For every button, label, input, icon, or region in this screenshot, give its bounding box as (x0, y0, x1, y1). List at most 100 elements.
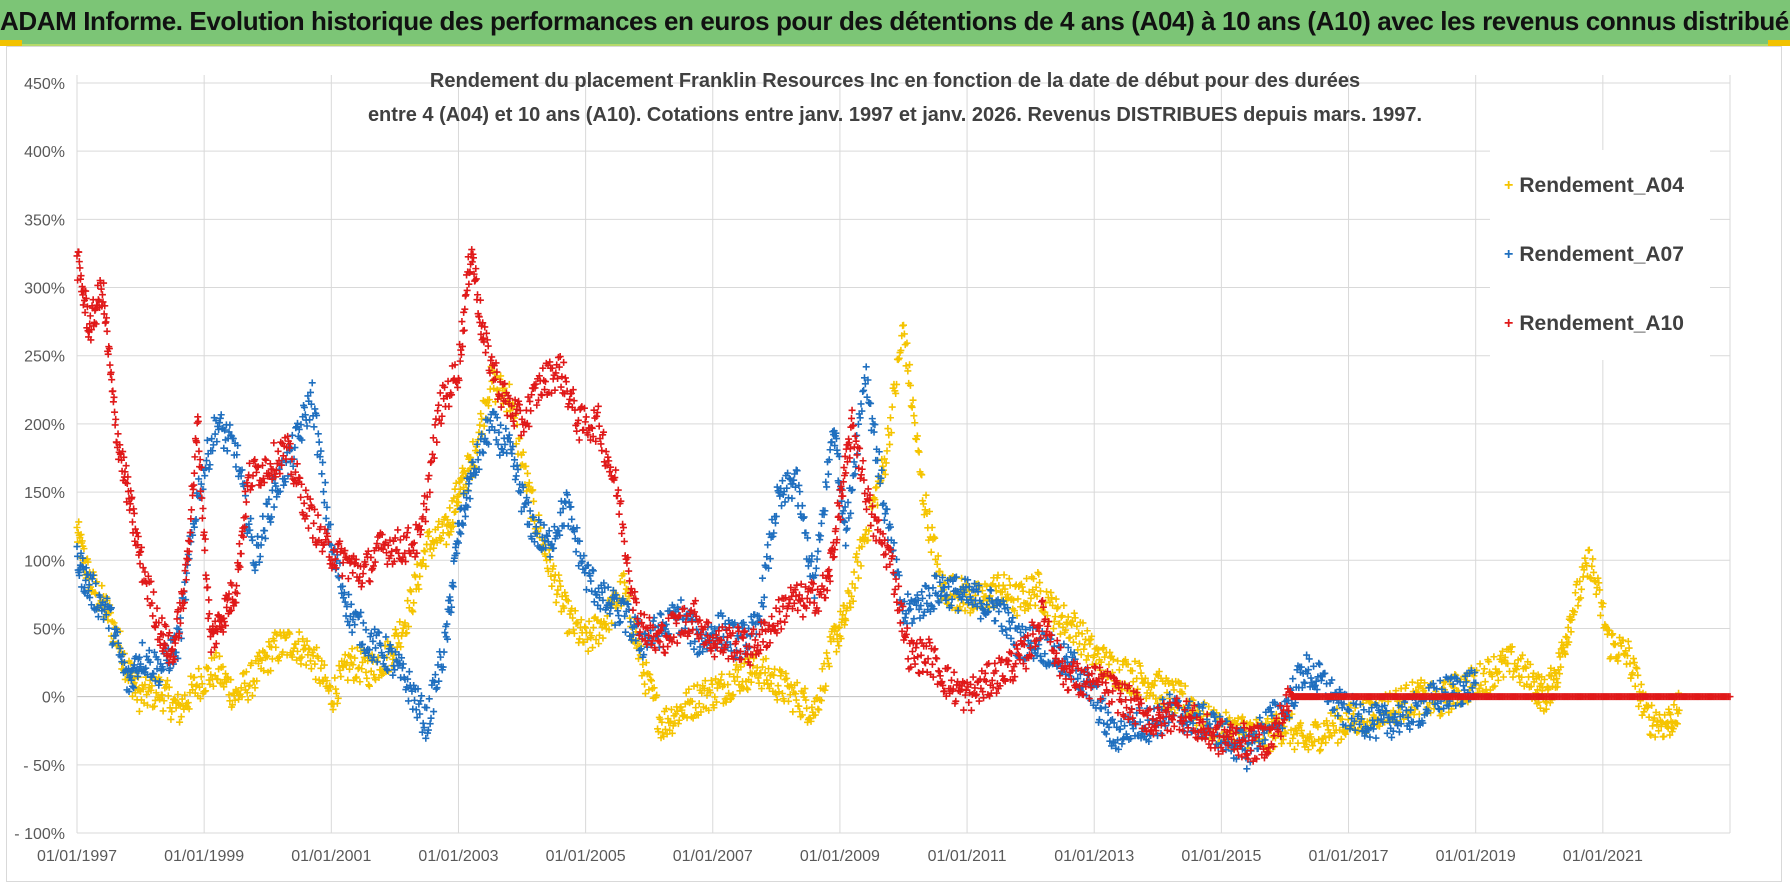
data-point (1563, 634, 1571, 642)
data-point (711, 653, 719, 661)
data-point (705, 706, 713, 714)
data-point (1166, 690, 1174, 698)
data-point (415, 585, 423, 593)
data-point (984, 607, 992, 615)
x-tick-label: 01/01/2019 (1436, 848, 1516, 865)
data-point (675, 716, 683, 724)
data-point (138, 639, 146, 647)
data-point (267, 513, 275, 521)
data-point (551, 386, 559, 394)
data-point (917, 651, 925, 659)
data-point (217, 411, 225, 419)
data-point (691, 637, 699, 645)
data-point (343, 603, 351, 611)
data-point (862, 363, 870, 371)
data-point (847, 603, 855, 611)
data-point (935, 599, 943, 607)
data-point (646, 671, 654, 679)
data-point (1608, 631, 1616, 639)
data-point (1409, 718, 1417, 726)
data-point (656, 638, 664, 646)
data-point (854, 420, 862, 428)
data-point (677, 703, 685, 711)
data-point (383, 665, 391, 673)
data-point (945, 583, 953, 591)
data-point (772, 512, 780, 520)
x-tick-label: 01/01/2009 (800, 848, 880, 865)
data-point (527, 407, 535, 415)
data-point (1635, 702, 1643, 710)
data-point (565, 498, 573, 506)
data-point (1421, 679, 1429, 687)
data-point (763, 643, 771, 651)
data-point (1363, 725, 1371, 733)
data-point (708, 644, 716, 652)
data-point (314, 430, 322, 438)
data-point (166, 704, 174, 712)
data-point (813, 555, 821, 563)
data-point (474, 456, 482, 464)
data-point (1342, 730, 1350, 738)
data-point (871, 421, 879, 429)
data-point (1094, 699, 1102, 707)
data-point (336, 537, 344, 545)
data-point (1077, 651, 1085, 659)
data-point (895, 354, 903, 362)
data-point (1095, 646, 1103, 654)
data-point (550, 544, 558, 552)
data-point (1379, 718, 1387, 726)
data-point (315, 676, 323, 684)
data-point (226, 421, 234, 429)
data-point (642, 659, 650, 667)
data-point (491, 426, 499, 434)
data-point (386, 536, 394, 544)
data-point (601, 620, 609, 628)
data-point (1291, 702, 1298, 710)
data-point (290, 644, 298, 652)
data-point (150, 670, 158, 678)
data-point (1435, 705, 1443, 713)
data-point (673, 639, 681, 647)
data-point (769, 533, 777, 541)
data-point (331, 674, 339, 682)
data-point (991, 617, 999, 625)
data-point (351, 621, 359, 629)
data-point (127, 676, 135, 684)
data-point (930, 605, 938, 613)
data-point (184, 556, 192, 564)
data-point (435, 401, 443, 409)
data-point (1118, 740, 1126, 748)
data-point (1356, 720, 1364, 728)
data-point (219, 663, 227, 671)
data-point (773, 483, 781, 491)
data-point (530, 497, 538, 505)
data-point (530, 538, 538, 546)
data-point (615, 612, 623, 620)
data-point (1309, 742, 1317, 750)
data-point (775, 489, 783, 497)
data-point (1436, 677, 1444, 685)
data-point (758, 663, 766, 671)
data-point (1390, 713, 1398, 721)
data-point (625, 567, 633, 575)
data-point (661, 725, 669, 733)
data-point (1507, 648, 1515, 656)
data-point (1404, 713, 1412, 721)
data-point (211, 430, 219, 438)
data-point (512, 409, 520, 417)
data-point (605, 626, 613, 634)
data-point (1338, 704, 1346, 712)
data-point (196, 456, 204, 464)
data-point (401, 619, 409, 627)
data-point (525, 520, 533, 528)
data-point (699, 648, 707, 656)
data-point (200, 528, 208, 536)
data-point (92, 579, 100, 587)
data-point (1321, 669, 1329, 677)
data-point (1105, 660, 1113, 668)
data-point (278, 461, 286, 469)
data-point (913, 435, 921, 443)
data-point (110, 619, 118, 627)
data-point (265, 495, 273, 503)
data-point (437, 535, 445, 543)
